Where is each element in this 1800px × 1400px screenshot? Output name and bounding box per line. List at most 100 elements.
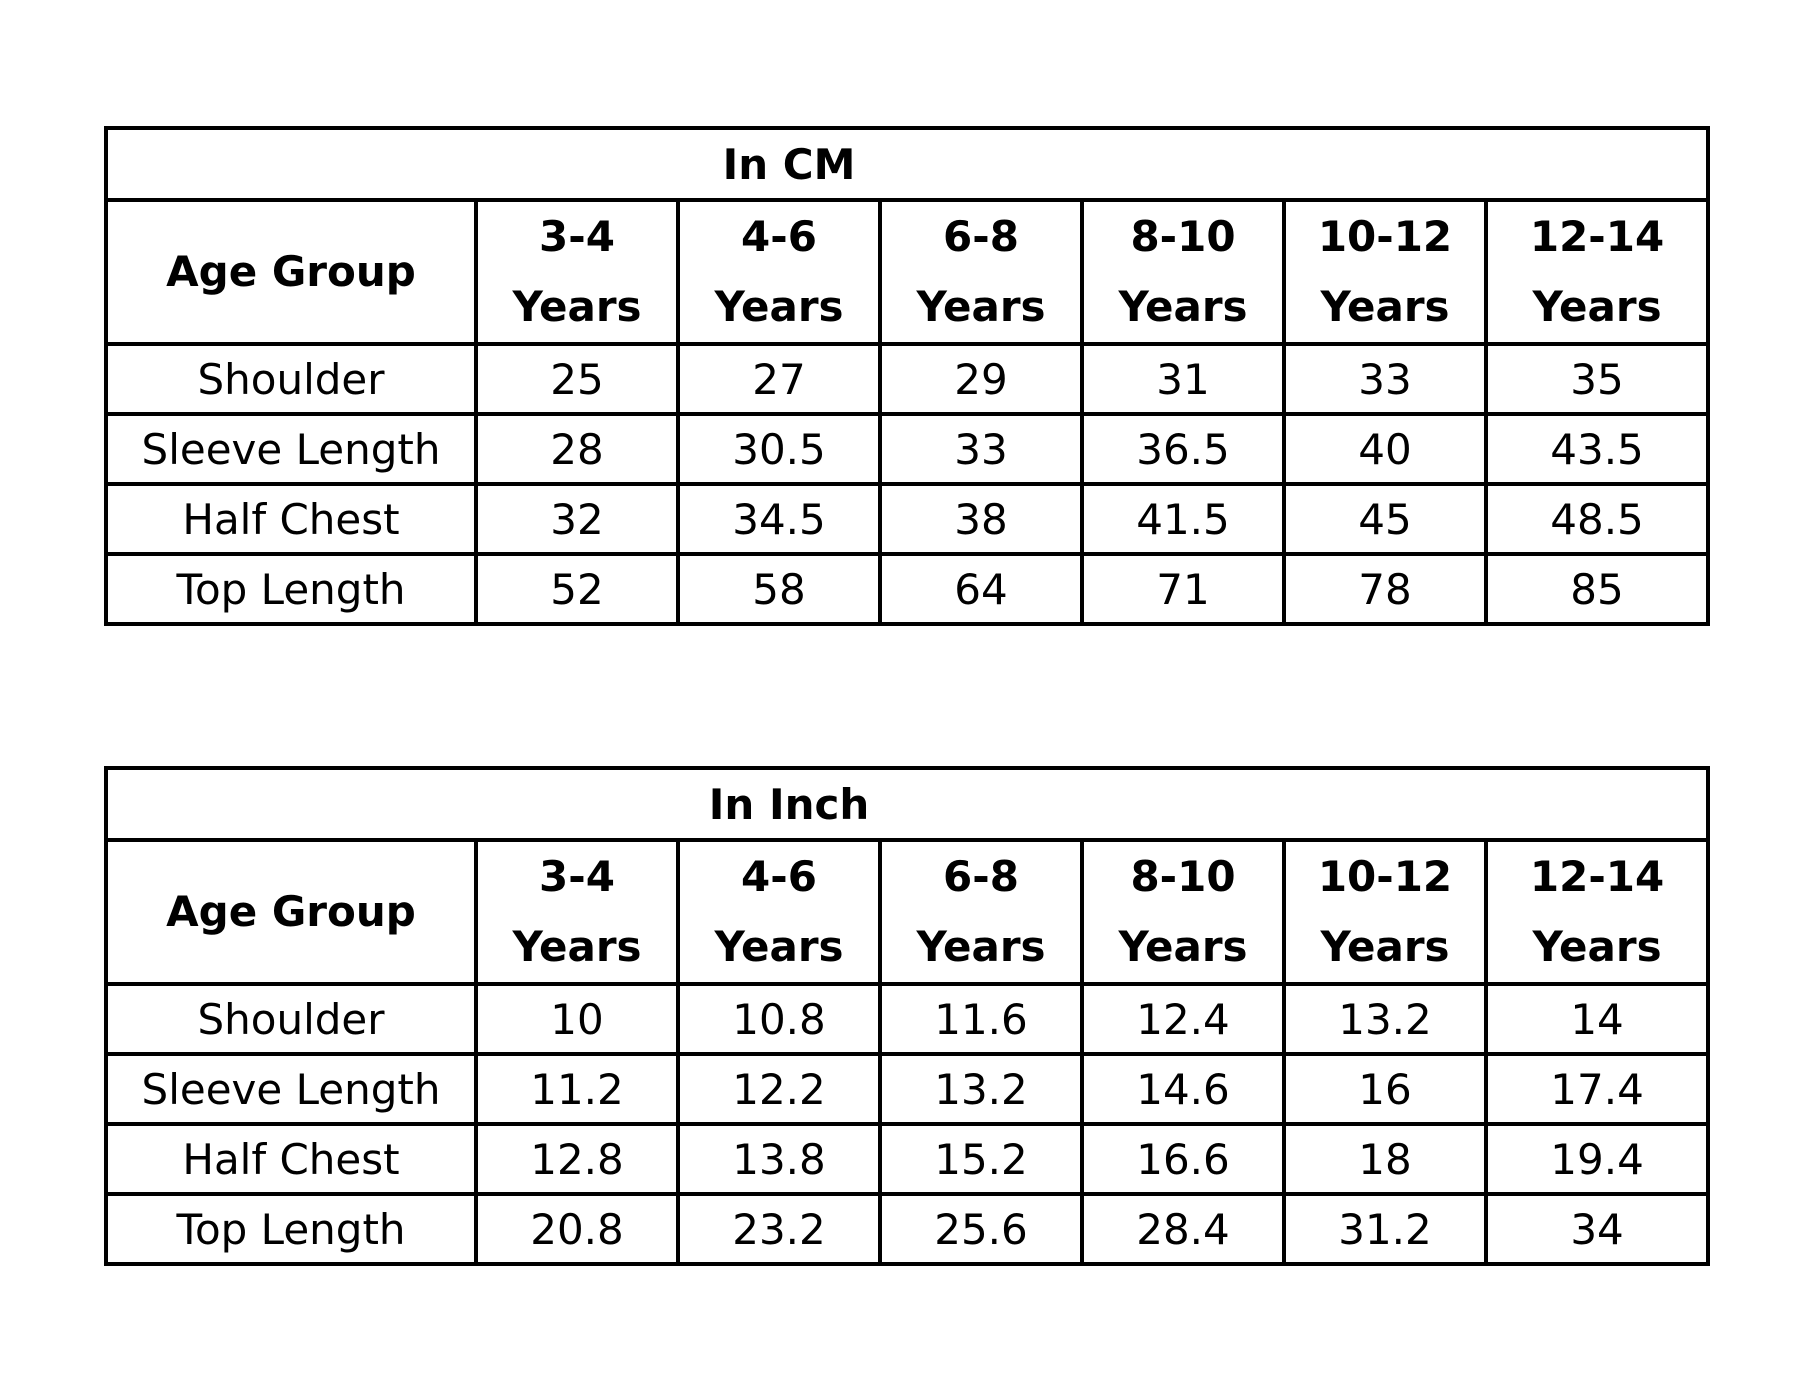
column-header: 10-12 Years bbox=[1282, 198, 1488, 346]
table-cell: 64 bbox=[878, 552, 1084, 626]
table-title-row: In Inch bbox=[103, 766, 1711, 842]
table-row: Half Chest 32 34.5 38 41.5 45 48.5 bbox=[104, 482, 1711, 556]
table-cell: 40 bbox=[1282, 412, 1488, 486]
table-cell: 18 bbox=[1282, 1122, 1488, 1196]
age-range: 12-14 bbox=[1529, 212, 1665, 261]
age-unit: Years bbox=[916, 282, 1046, 331]
table-row: Shoulder 25 27 29 31 33 35 bbox=[104, 342, 1711, 416]
column-header: 3-4 Years bbox=[474, 838, 680, 986]
table-cell: 17.4 bbox=[1483, 1052, 1711, 1126]
column-header: 12-14 Years bbox=[1483, 838, 1711, 986]
age-unit: Years bbox=[1118, 282, 1248, 331]
age-unit: Years bbox=[512, 922, 642, 971]
table-cell: 23.2 bbox=[676, 1192, 882, 1266]
table-cell: 34 bbox=[1483, 1192, 1711, 1266]
table-title: In CM bbox=[103, 126, 1711, 202]
table-cell: 12.2 bbox=[676, 1052, 882, 1126]
age-unit: Years bbox=[916, 922, 1046, 971]
table-cell: 13.2 bbox=[1282, 982, 1488, 1056]
age-unit: Years bbox=[1532, 282, 1662, 331]
age-unit: Years bbox=[512, 282, 642, 331]
age-range: 6-8 bbox=[943, 212, 1019, 261]
age-unit: Years bbox=[1320, 922, 1450, 971]
table-cell: 32 bbox=[474, 482, 680, 556]
table-cell: 45 bbox=[1282, 482, 1488, 556]
column-header: 4-6 Years bbox=[676, 198, 882, 346]
table-cell: 30.5 bbox=[676, 412, 882, 486]
age-unit: Years bbox=[714, 922, 844, 971]
table-cell: 36.5 bbox=[1080, 412, 1286, 486]
table-row: Top Length 52 58 64 71 78 85 bbox=[104, 552, 1711, 626]
row-label: Half Chest bbox=[104, 1122, 478, 1196]
table-cell: 33 bbox=[1282, 342, 1488, 416]
table-cell: 10.8 bbox=[676, 982, 882, 1056]
table-row: Half Chest 12.8 13.8 15.2 16.6 18 19.4 bbox=[104, 1122, 1711, 1196]
table-cell: 12.4 bbox=[1080, 982, 1286, 1056]
age-group-label: Age Group bbox=[104, 838, 478, 986]
row-label: Top Length bbox=[104, 1192, 478, 1266]
table-cell: 27 bbox=[676, 342, 882, 416]
table-row: Sleeve Length 28 30.5 33 36.5 40 43.5 bbox=[104, 412, 1711, 486]
age-range: 4-6 bbox=[741, 212, 817, 261]
table-row: Top Length 20.8 23.2 25.6 28.4 31.2 34 bbox=[104, 1192, 1711, 1266]
table-cell: 11.2 bbox=[474, 1052, 680, 1126]
table-cell: 41.5 bbox=[1080, 482, 1286, 556]
table-cell: 33 bbox=[878, 412, 1084, 486]
table-cell: 19.4 bbox=[1483, 1122, 1711, 1196]
row-label: Shoulder bbox=[104, 982, 478, 1056]
table-title-row: In CM bbox=[103, 126, 1711, 202]
table-cell: 52 bbox=[474, 552, 680, 626]
age-unit: Years bbox=[714, 282, 844, 331]
row-label: Sleeve Length bbox=[104, 1052, 478, 1126]
table-title: In Inch bbox=[103, 766, 1711, 842]
age-range: 8-10 bbox=[1130, 852, 1236, 901]
row-label: Sleeve Length bbox=[104, 412, 478, 486]
table-cell: 29 bbox=[878, 342, 1084, 416]
size-chart-inch-table: In Inch Age Group 3-4 Years 4-6 Years 6-8 Y… bbox=[103, 766, 1711, 1266]
age-range: 4-6 bbox=[741, 852, 817, 901]
table-cell: 25 bbox=[474, 342, 680, 416]
age-group-header-row: Age Group 3-4 Years 4-6 Years 6-8 Years 8-1… bbox=[104, 198, 1711, 346]
table-cell: 14.6 bbox=[1080, 1052, 1286, 1126]
table-cell: 58 bbox=[676, 552, 882, 626]
table-cell: 34.5 bbox=[676, 482, 882, 556]
table-title-text: In Inch bbox=[708, 779, 870, 829]
table-cell: 16 bbox=[1282, 1052, 1488, 1126]
table-cell: 16.6 bbox=[1080, 1122, 1286, 1196]
table-cell: 35 bbox=[1483, 342, 1711, 416]
table-cell: 43.5 bbox=[1483, 412, 1711, 486]
age-unit: Years bbox=[1320, 282, 1450, 331]
column-header: 6-8 Years bbox=[878, 838, 1084, 986]
table-cell: 13.8 bbox=[676, 1122, 882, 1196]
age-range: 6-8 bbox=[943, 852, 1019, 901]
table-cell: 20.8 bbox=[474, 1192, 680, 1266]
age-range: 3-4 bbox=[539, 852, 615, 901]
row-label: Shoulder bbox=[104, 342, 478, 416]
table-cell: 28.4 bbox=[1080, 1192, 1286, 1266]
row-label: Top Length bbox=[104, 552, 478, 626]
table-cell: 38 bbox=[878, 482, 1084, 556]
table-cell: 48.5 bbox=[1483, 482, 1711, 556]
table-cell: 31 bbox=[1080, 342, 1286, 416]
table-cell: 13.2 bbox=[878, 1052, 1084, 1126]
age-group-label: Age Group bbox=[104, 198, 478, 346]
column-header: 6-8 Years bbox=[878, 198, 1084, 346]
column-header: 3-4 Years bbox=[474, 198, 680, 346]
table-cell: 71 bbox=[1080, 552, 1286, 626]
age-unit: Years bbox=[1532, 922, 1662, 971]
column-header: 10-12 Years bbox=[1282, 838, 1488, 986]
table-cell: 11.6 bbox=[878, 982, 1084, 1056]
age-range: 12-14 bbox=[1529, 852, 1665, 901]
column-header: 8-10 Years bbox=[1080, 198, 1286, 346]
table-cell: 85 bbox=[1483, 552, 1711, 626]
table-cell: 12.8 bbox=[474, 1122, 680, 1196]
table-cell: 25.6 bbox=[878, 1192, 1084, 1266]
table-cell: 31.2 bbox=[1282, 1192, 1488, 1266]
age-range: 10-12 bbox=[1317, 212, 1453, 261]
table-title-text: In CM bbox=[722, 139, 856, 189]
table-cell: 10 bbox=[474, 982, 680, 1056]
table-cell: 14 bbox=[1483, 982, 1711, 1056]
table-cell: 78 bbox=[1282, 552, 1488, 626]
column-header: 8-10 Years bbox=[1080, 838, 1286, 986]
table-cell: 15.2 bbox=[878, 1122, 1084, 1196]
